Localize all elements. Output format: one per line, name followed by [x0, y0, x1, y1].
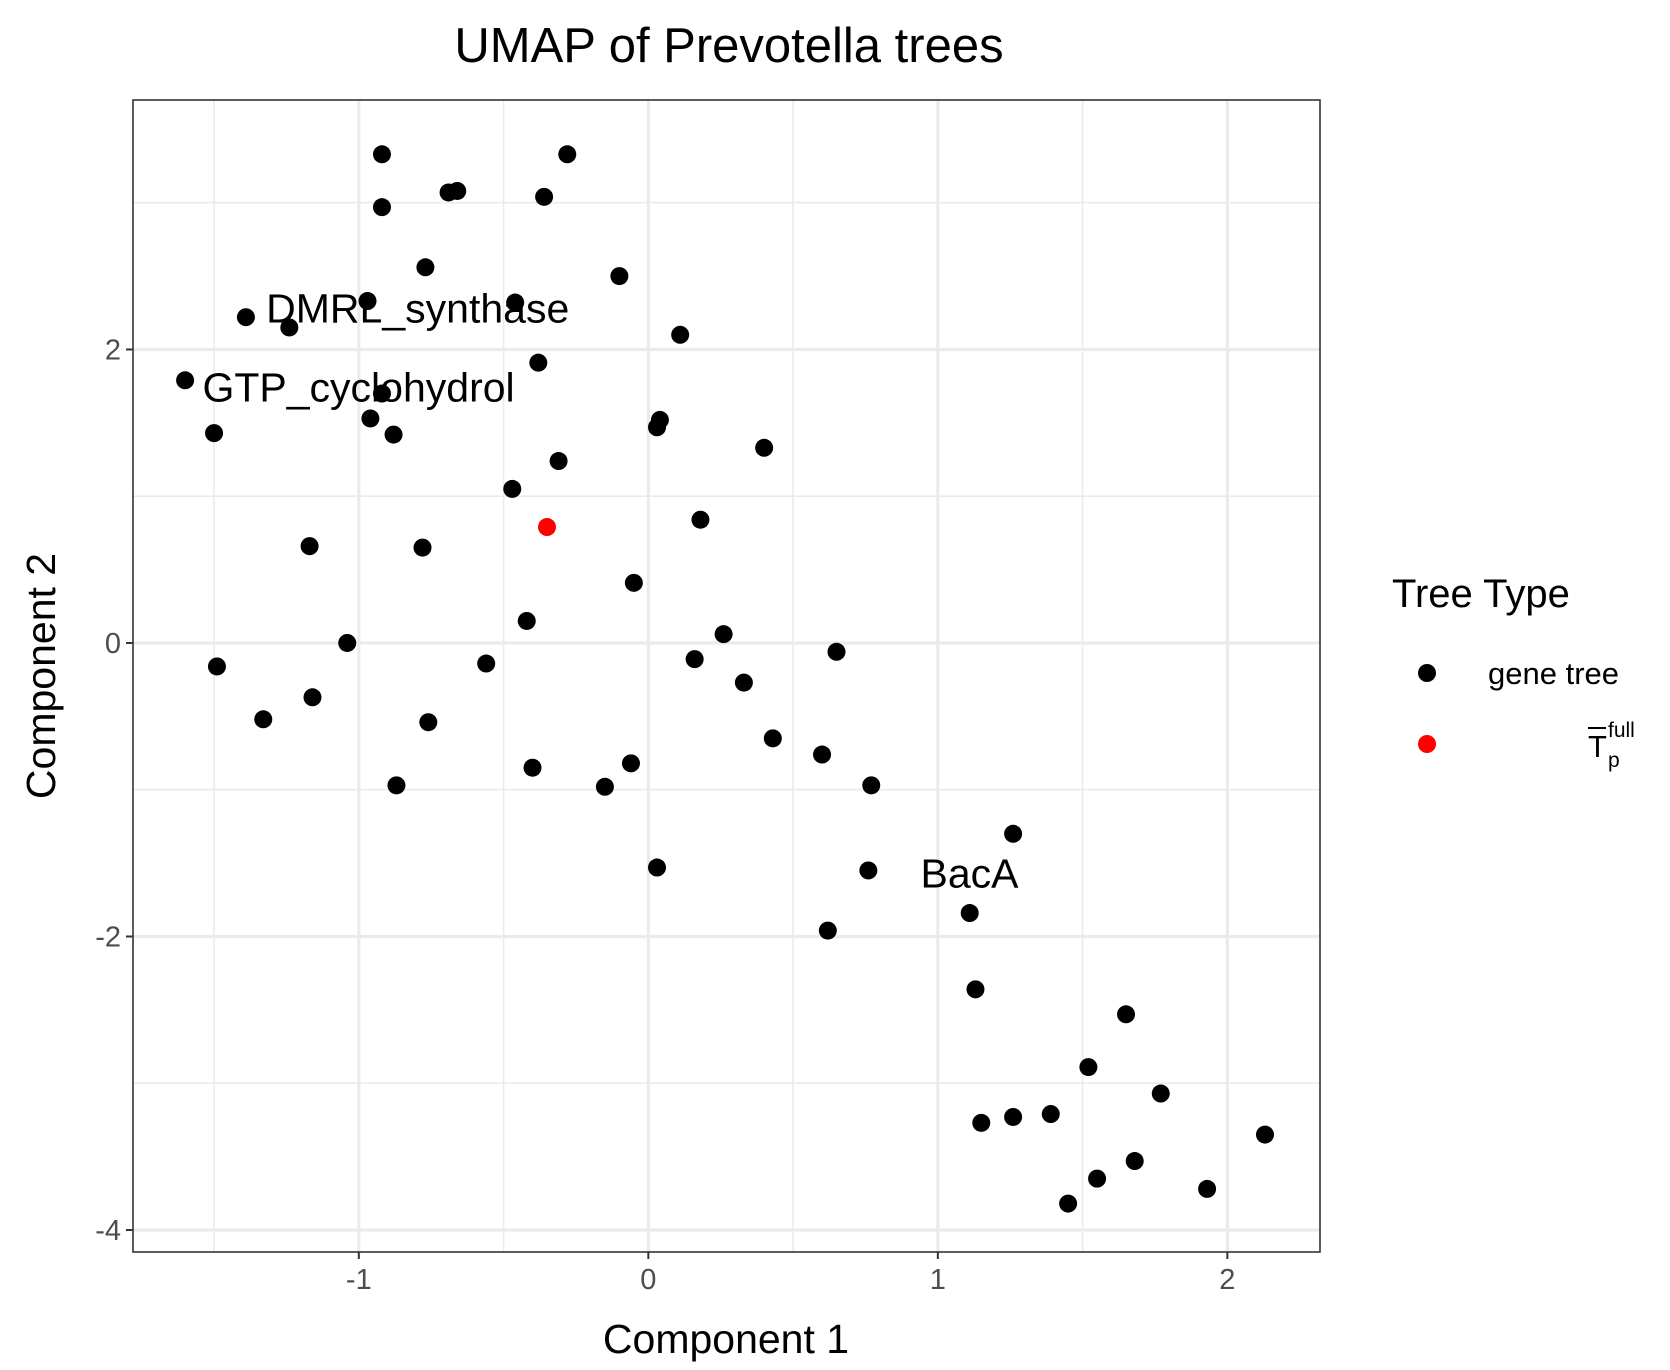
data-point-gene-tree: [1088, 1169, 1107, 1188]
point-annotation: GTP_cyclohydrol: [202, 365, 514, 411]
data-point-gene-tree: [621, 754, 640, 773]
legend: Tree Type gene tree T p full: [1392, 572, 1635, 772]
x-axis-title: Component 1: [603, 1316, 849, 1362]
data-point-gene-tree: [558, 145, 577, 164]
data-point-gene-tree: [506, 293, 525, 312]
data-point-gene-tree: [361, 409, 380, 428]
data-point-gene-tree: [338, 633, 357, 652]
data-point-gene-tree: [416, 258, 435, 277]
legend-key-gene-tree: [1418, 664, 1436, 682]
data-point-gene-tree: [1198, 1179, 1217, 1198]
annotations: DMRL_synthase GTP_cyclohydrol BacA: [202, 285, 1019, 896]
y-axis-title: Component 2: [18, 553, 64, 799]
data-point-gene-tree: [734, 673, 753, 692]
data-point-gene-tree: [859, 861, 878, 880]
data-point-gene-tree: [972, 1113, 991, 1132]
data-point-gene-tree: [529, 353, 548, 372]
legend-label-gene-tree: gene tree: [1488, 656, 1619, 691]
data-point-gene-tree: [1004, 1107, 1023, 1126]
data-point-gene-tree: [419, 713, 438, 732]
data-point-gene-tree: [358, 292, 377, 311]
y-tick-label: -4: [95, 1215, 121, 1247]
data-point-gene-tree: [714, 625, 733, 644]
data-point-gene-tree: [595, 777, 614, 796]
data-point-gene-tree: [624, 573, 643, 592]
data-point-gene-tree: [387, 776, 406, 795]
data-point-gene-tree: [685, 650, 704, 669]
data-point-tp-full: [538, 518, 557, 537]
data-point-gene-tree: [763, 729, 782, 748]
data-point-gene-tree: [1151, 1084, 1170, 1103]
y-tick-label: 0: [105, 628, 121, 660]
data-point-gene-tree: [691, 510, 710, 529]
data-point-gene-tree: [523, 758, 542, 777]
data-point-gene-tree: [384, 425, 403, 444]
data-point-gene-tree: [862, 776, 881, 795]
data-point-gene-tree: [535, 187, 554, 206]
data-point-gene-tree: [372, 145, 391, 164]
data-point-gene-tree: [236, 308, 255, 327]
data-point-gene-tree: [1004, 824, 1023, 843]
minor-gridlines: [133, 100, 1320, 1252]
data-point-gene-tree: [610, 267, 629, 286]
y-tick-label: -2: [95, 921, 121, 953]
data-point-gene-tree: [254, 710, 273, 729]
data-point-gene-tree: [827, 642, 846, 661]
y-tick-label: 2: [105, 334, 121, 366]
data-point-gene-tree: [818, 921, 837, 940]
data-point-gene-tree: [448, 181, 467, 200]
data-point-gene-tree: [477, 654, 496, 673]
data-point-gene-tree: [755, 438, 774, 457]
data-point-gene-tree: [1255, 1125, 1274, 1144]
x-tick-label: 0: [640, 1264, 656, 1296]
data-point-gene-tree: [1079, 1058, 1098, 1077]
data-point-gene-tree: [372, 198, 391, 217]
data-point-gene-tree: [1117, 1005, 1136, 1024]
legend-label-tp-sup: full: [1608, 719, 1635, 742]
data-point-gene-tree: [372, 384, 391, 403]
data-point-gene-tree: [517, 611, 536, 630]
data-point-gene-tree: [671, 325, 690, 344]
y-axis: -4 -2 0 2: [95, 334, 133, 1247]
legend-title: Tree Type: [1392, 572, 1570, 616]
point-annotation: DMRL_synthase: [266, 285, 569, 331]
x-tick-label: 2: [1219, 1264, 1235, 1296]
data-points: [176, 145, 1274, 1213]
point-annotation: BacA: [920, 850, 1019, 896]
data-point-gene-tree: [960, 904, 979, 923]
data-point-gene-tree: [300, 537, 319, 556]
data-point-gene-tree: [413, 538, 432, 557]
data-point-gene-tree: [549, 452, 568, 471]
chart-title: UMAP of Prevotella trees: [454, 19, 1003, 73]
data-point-gene-tree: [1041, 1105, 1060, 1124]
major-gridlines: [133, 100, 1320, 1252]
data-point-gene-tree: [176, 371, 195, 390]
data-point-gene-tree: [280, 318, 299, 337]
data-point-gene-tree: [648, 858, 667, 877]
x-tick-label: 1: [930, 1264, 946, 1296]
data-point-gene-tree: [205, 424, 224, 443]
data-point-gene-tree: [1125, 1152, 1144, 1171]
legend-label-tp-sub: p: [1608, 749, 1620, 772]
data-point-gene-tree: [813, 745, 832, 764]
x-axis: -1 0 1 2: [346, 1252, 1235, 1296]
data-point-gene-tree: [503, 479, 522, 498]
legend-key-tp-full: [1418, 735, 1436, 753]
data-point-gene-tree: [1059, 1194, 1078, 1213]
x-tick-label: -1: [346, 1264, 372, 1296]
data-point-gene-tree: [207, 657, 226, 676]
data-point-gene-tree: [966, 980, 985, 999]
panel-border: [132, 99, 1321, 1253]
plot-panel: DMRL_synthase GTP_cyclohydrol BacA: [132, 99, 1321, 1253]
data-point-gene-tree: [303, 688, 322, 707]
data-point-gene-tree: [648, 418, 667, 437]
legend-label-tp-base: T: [1588, 729, 1607, 764]
legend-label-tp-full: T p full: [1588, 719, 1635, 772]
